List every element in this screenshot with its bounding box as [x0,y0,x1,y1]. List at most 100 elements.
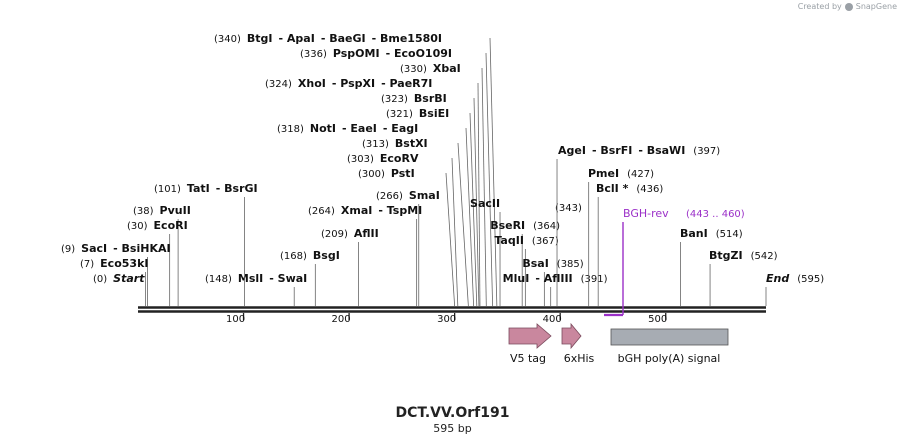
enzyme-position: (168) [280,251,307,262]
cut-site-line [485,52,494,307]
primer-range: (443 .. 460) [686,209,745,220]
enzyme-label: BsrBI [414,92,447,105]
scale-tick-label: 300 [437,314,456,325]
enzyme-label: - BsrGI [216,182,258,195]
map-title: DCT.VV.Orf191 [395,405,510,421]
feature-label: 6xHis [564,352,595,365]
scale-tick-label: 200 [332,314,351,325]
enzyme-position: (324) [265,79,292,90]
enzyme-position: (300) [358,169,385,180]
enzyme-label: XhoI [298,77,326,90]
enzyme-label: - BsaWI [638,144,685,157]
enzyme-label: - ApaI [279,32,315,45]
feature-label: bGH poly(A) signal [618,352,721,365]
enzyme-position: (427) [627,169,654,180]
enzyme-label: - BsiHKAI [113,242,170,255]
enzyme-label: AflII [354,227,379,240]
enzyme-label: BsaI [522,257,548,270]
enzyme-label: Eco53kI [100,257,148,270]
enzyme-position: (303) [347,154,374,165]
enzyme-label: PstI [391,167,415,180]
enzyme-position: (367) [532,236,559,247]
enzyme-position: (330) [400,64,427,75]
cut-site-line [489,37,498,307]
snapgene-credit: Created by SnapGene [798,2,897,11]
enzyme-label: - BaeGI [321,32,366,45]
enzyme-label: - EcoO109I [386,47,452,60]
enzyme-position: (101) [154,184,181,195]
enzyme-position: (595) [797,274,824,285]
enzyme-label: SmaI [409,189,440,202]
enzyme-label: BclI * [596,182,629,195]
enzyme-label: SacI [81,242,107,255]
enzyme-position: (264) [308,206,335,217]
enzyme-position: (0) [93,274,107,285]
enzyme-label: BanI [680,227,708,240]
enzyme-label: - EaeI [342,122,377,135]
enzyme-position: (397) [693,146,720,157]
feature-label: V5 tag [510,352,546,365]
enzyme-label: End [766,272,789,285]
cut-site-line [465,127,475,307]
enzyme-position: (38) [133,206,154,217]
enzyme-position: (321) [386,109,413,120]
enzyme-label: BsiEI [419,107,449,120]
enzyme-position: (514) [716,229,743,240]
enzyme-label: PspOMI [333,47,380,60]
enzyme-position: (148) [205,274,232,285]
cut-site-line [473,97,480,307]
enzyme-label: SacII [470,197,500,210]
scale-tick-label: 400 [543,314,562,325]
cut-site-line [469,112,478,307]
primer-name: BGH-rev [623,207,669,220]
enzyme-position: (364) [533,221,560,232]
enzyme-label: MluI [503,272,530,285]
enzyme-label: - Bme1580I [372,32,442,45]
cut-site-line [477,82,481,307]
enzyme-label: TatI [187,182,210,195]
enzyme-position: (209) [321,229,348,240]
feature-6xhis-arrow [561,322,582,350]
enzyme-position: (318) [277,124,304,135]
enzyme-label: XbaI [433,62,461,75]
enzyme-label: - PaeR7I [381,77,432,90]
enzyme-position: (9) [61,244,75,255]
cut-site-line [451,157,459,307]
enzyme-label: - TspMI [378,204,422,217]
enzyme-position: (436) [636,184,663,195]
enzyme-label: TaqII [494,234,524,247]
enzyme-label: BsgI [313,249,340,262]
credit-text: Created by [797,2,842,11]
enzyme-label: MslI [238,272,263,285]
enzyme-label: EcoRI [154,219,188,232]
enzyme-label: EcoRV [380,152,419,165]
scale-tick-label: 500 [648,314,667,325]
cut-site-line [481,67,487,307]
enzyme-label: XmaI [341,204,372,217]
enzyme-position: (7) [80,259,94,270]
enzyme-position: (266) [376,191,403,202]
enzyme-position: (313) [362,139,389,150]
feature-bgh-polya-box [610,328,729,346]
enzyme-position: (391) [581,274,608,285]
cut-site-line [457,142,469,307]
enzyme-position: (542) [751,251,778,262]
enzyme-position: (336) [300,49,327,60]
enzyme-label: AgeI [558,144,586,157]
enzyme-label: BtgZI [709,249,743,262]
enzyme-label: - EagI [383,122,418,135]
enzyme-label: BtgI [247,32,273,45]
feature-v5-tag-arrow [508,323,552,349]
enzyme-position: (343) [555,203,582,214]
enzyme-label: - PspXI [332,77,375,90]
enzyme-label: - BsrFI [592,144,632,157]
enzyme-position: (323) [381,94,408,105]
map-length: 595 bp [433,422,472,435]
enzyme-label: NotI [310,122,336,135]
cut-site-line [445,172,456,307]
scale-tick-label: 100 [226,314,245,325]
credit-brand: SnapGene [855,2,897,11]
enzyme-label: PmeI [588,167,619,180]
enzyme-position: (385) [557,259,584,270]
